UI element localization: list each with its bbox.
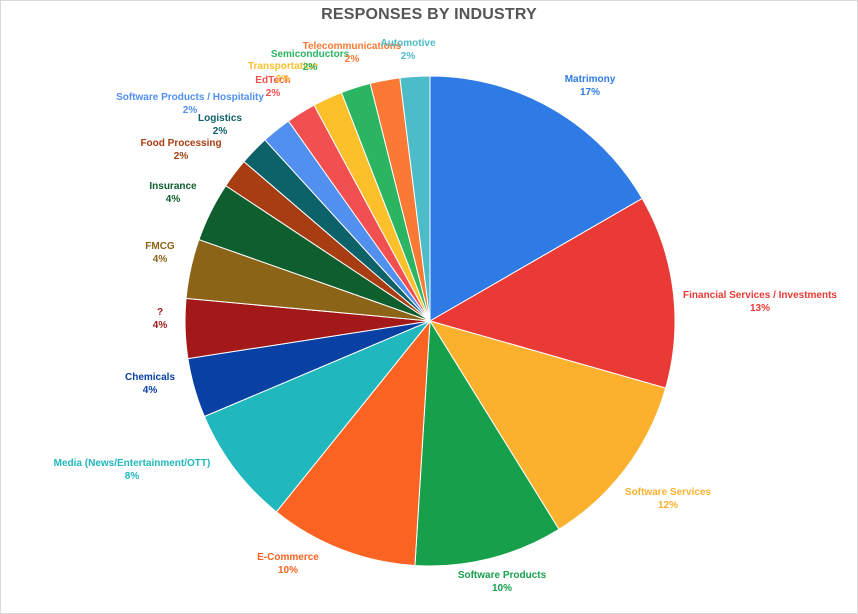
slice-label-12: Software Products / Hospitality 2% (116, 92, 264, 116)
chart-title: RESPONSES BY INDUSTRY (321, 6, 537, 23)
pie-slice-17 (399, 75, 431, 322)
pie-slice-0 (429, 75, 643, 322)
pie-slice-1 (428, 197, 676, 389)
slice-label-1: Financial Services / Investments 13% (683, 290, 837, 314)
pie-slice-5 (203, 320, 431, 513)
slice-label-8: FMCG 4% (145, 241, 175, 265)
slice-label-13: EdTech 2% (255, 75, 290, 99)
slice-label-16: Telecommunications 2% (303, 41, 402, 65)
slice-label-14: Transportation 2% (248, 61, 318, 85)
slice-label-9: Insurance 4% (149, 181, 197, 205)
pie-slice-2 (428, 320, 667, 530)
pie-slice-4 (275, 319, 431, 567)
slice-label-3: Software Products 10% (458, 570, 547, 594)
slice-label-17: Automotive 2% (381, 38, 436, 62)
slice-label-6: Chemicals 4% (125, 372, 175, 396)
slice-label-15: Semiconductors 2% (271, 49, 350, 73)
pie-slice-3 (414, 319, 560, 567)
slice-label-7: ? 4% (153, 307, 168, 331)
slice-label-4: E-Commerce 10% (257, 552, 319, 576)
pie-slices (184, 75, 676, 567)
slice-label-0: Matrimony 17% (565, 74, 616, 98)
slice-labels: Matrimony 17% Financial Services / Investm… (54, 38, 838, 594)
slice-label-11: Logistics 2% (198, 113, 242, 137)
slice-label-10: Food Processing 2% (140, 138, 221, 162)
slice-label-5: Media (News/Entertainment/OTT) 8% (54, 458, 211, 482)
slice-label-2: Software Services 12% (625, 487, 712, 511)
